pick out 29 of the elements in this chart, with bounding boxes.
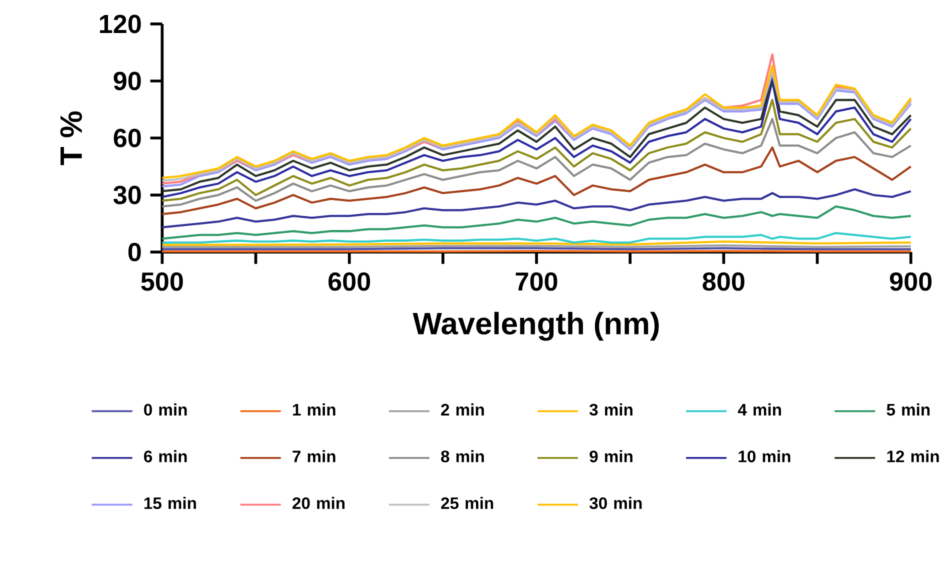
legend-label: 30 min bbox=[589, 496, 642, 510]
legend-label: 15 min bbox=[144, 496, 196, 510]
y-tick-label: 90 bbox=[114, 72, 141, 90]
x-tick-label: 700 bbox=[516, 272, 558, 291]
line-series bbox=[161, 98, 912, 202]
legend-label: 6 min bbox=[144, 450, 187, 462]
legend-label: 1 min bbox=[293, 403, 336, 416]
x-tick-label: 800 bbox=[702, 272, 744, 291]
x-tick-label: 500 bbox=[141, 272, 183, 291]
x-axis-title: Wavelength (nm) bbox=[412, 312, 659, 341]
legend-label: 5 min bbox=[886, 403, 930, 416]
legend-label: 10 min bbox=[738, 450, 790, 462]
legend-label: 0 min bbox=[144, 403, 187, 416]
legend-label: 4 min bbox=[738, 403, 781, 416]
legend-label: 9 min bbox=[590, 450, 632, 462]
legend-label: 2 min bbox=[441, 403, 484, 416]
legend-label: 8 min bbox=[441, 450, 484, 462]
y-tick-label: 120 bbox=[100, 14, 141, 34]
legend-label: 7 min bbox=[292, 450, 336, 462]
legend-label: 3 min bbox=[589, 403, 632, 416]
y-axis-title: T % bbox=[60, 111, 82, 166]
y-tick-label: 60 bbox=[114, 128, 141, 148]
legend-label: 12 min bbox=[887, 450, 939, 462]
legend-label: 20 min bbox=[292, 496, 345, 510]
x-tick-label: 900 bbox=[890, 272, 932, 291]
y-tick-label: 30 bbox=[113, 186, 141, 204]
x-tick-label: 600 bbox=[328, 272, 370, 291]
legend-label: 25 min bbox=[441, 496, 494, 510]
y-tick-label: 0 bbox=[128, 242, 141, 262]
